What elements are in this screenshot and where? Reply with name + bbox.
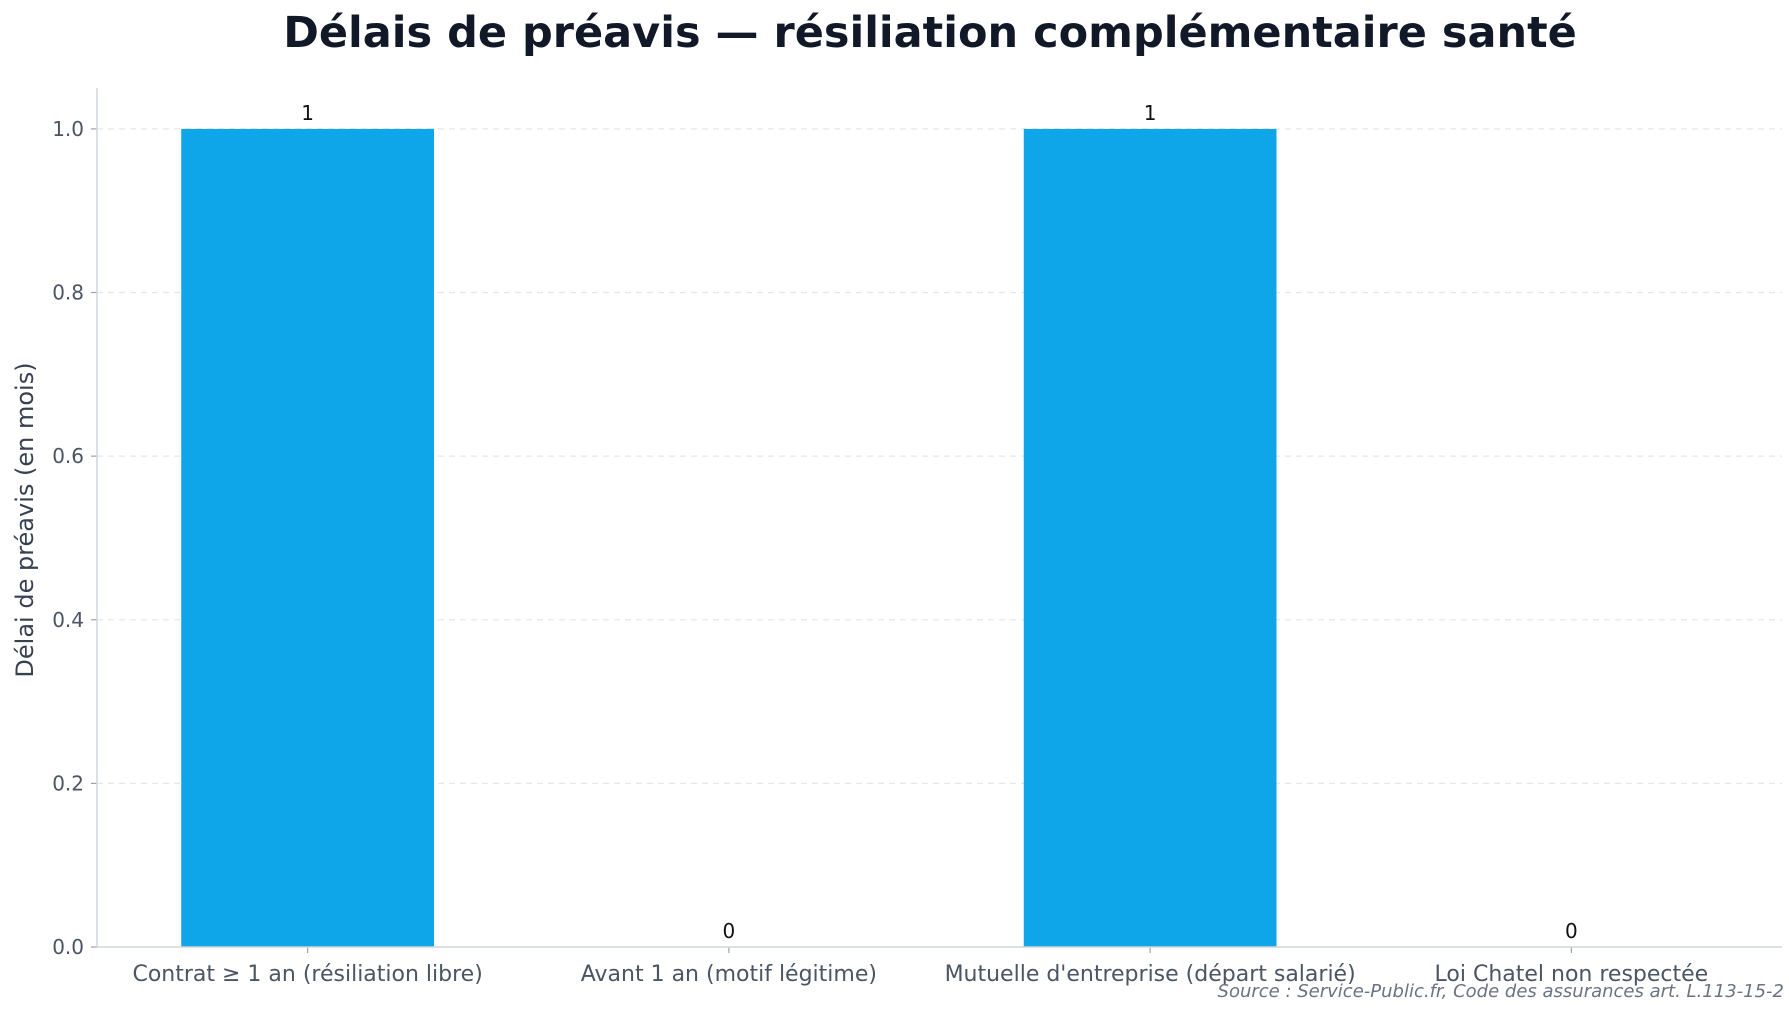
data-label-0: 1: [301, 101, 314, 125]
y-axis-title: Délai de préavis (en mois): [11, 362, 39, 677]
bar-2: [1023, 128, 1277, 947]
data-label-2: 1: [1144, 101, 1157, 125]
category-label-3: Loi Chatel non respectée: [1435, 962, 1709, 987]
chart-title: Délais de préavis — résiliation compléme…: [283, 8, 1577, 58]
y-tick-label-3: 0.6: [52, 444, 84, 468]
y-tick-label-2: 0.4: [52, 608, 84, 632]
bars: [181, 128, 1277, 947]
category-label-2: Mutuelle d'entreprise (départ salarié): [945, 962, 1356, 987]
y-tick-label-4: 0.8: [52, 281, 84, 305]
category-label-1: Avant 1 an (motif légitime): [581, 962, 877, 987]
labels: 0.0 0.2 0.4 0.6 0.8 1.0 1 Contrat ≥ 1 an (résil…: [52, 101, 1708, 987]
axes: [91, 88, 1782, 953]
y-tick-label-5: 1.0: [52, 117, 84, 141]
y-tick-label-1: 0.2: [52, 771, 84, 795]
bar-0: [181, 128, 434, 947]
source-note: Source : Service-Public.fr, Code des ass…: [1218, 981, 1784, 1002]
y-tick-label-0: 0.0: [52, 935, 84, 959]
data-label-1: 0: [723, 919, 736, 943]
category-label-0: Contrat ≥ 1 an (résiliation libre): [132, 962, 482, 987]
data-label-3: 0: [1565, 919, 1578, 943]
